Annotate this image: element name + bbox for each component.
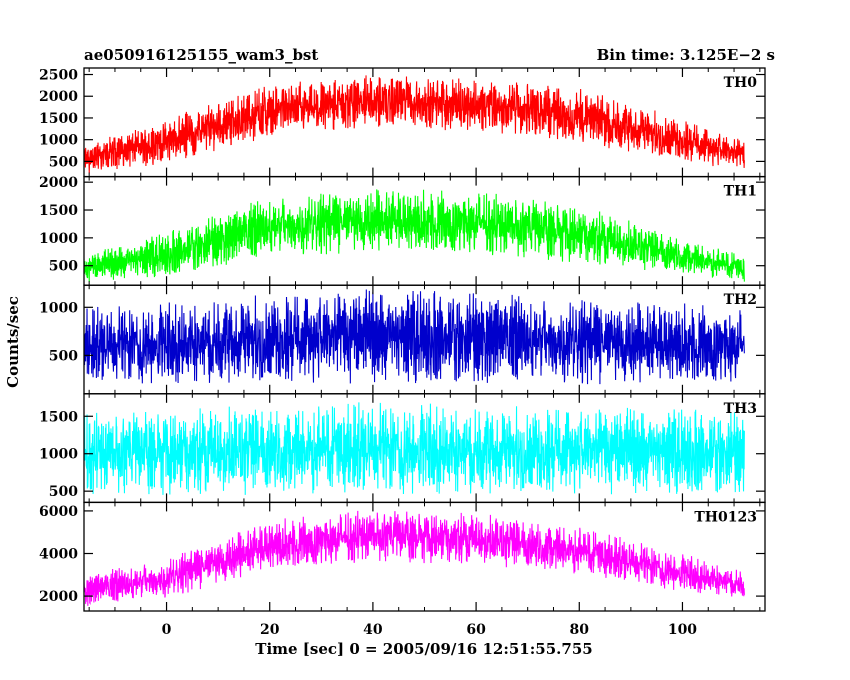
panel-th2: TH2 500 1000 [39, 284, 766, 395]
panel-th1: TH1 500 1000 1500 2000 [39, 175, 766, 286]
y-tick-label: 1500 [39, 111, 78, 127]
panel-label: TH1 [724, 184, 757, 200]
bin-time-label: Bin time: 3.125E−2 s [597, 46, 775, 64]
y-tick-label: 500 [49, 259, 78, 275]
panel-th0: TH0 500 1000 1500 2000 2500 [39, 67, 766, 178]
y-tick-label: 1000 [39, 447, 78, 463]
x-tick-label: 60 [466, 622, 486, 638]
y-tick-label: 1000 [39, 231, 78, 247]
panels-group: TH05001000150020002500TH1500100015002000… [39, 67, 766, 638]
panel-th3: TH3 500 1000 1500 [39, 393, 766, 504]
y-tick-label: 1000 [39, 300, 78, 316]
panel-label: TH0123 [694, 509, 757, 525]
series-th2 [84, 289, 745, 385]
panel-label: TH0 [724, 75, 758, 91]
x-tick-label: 0 [162, 622, 172, 638]
y-tick-label: 2000 [39, 89, 78, 105]
y-tick-label: 500 [49, 348, 78, 364]
panel-th0123: TH0123 2000 4000 6000 [39, 501, 766, 612]
x-axis-label: Time [sec] 0 = 2005/09/16 12:51:55.755 [255, 640, 592, 658]
y-tick-label: 500 [49, 154, 78, 170]
series-th0 [84, 75, 745, 174]
y-tick-label: 6000 [39, 504, 78, 520]
x-tick-label: 20 [260, 622, 280, 638]
x-tick-label: 100 [668, 622, 697, 638]
y-tick-label: 1500 [39, 203, 78, 219]
y-tick-label: 2000 [39, 589, 78, 605]
y-axis-label: Counts/sec [4, 296, 22, 388]
series-th1 [84, 189, 745, 282]
series-th0123 [84, 510, 745, 606]
panel-label: TH2 [724, 292, 757, 308]
y-tick-label: 500 [49, 484, 78, 500]
y-tick-label: 2500 [39, 68, 78, 84]
y-tick-label: 1500 [39, 409, 78, 425]
panel-label: TH3 [724, 401, 757, 417]
y-tick-label: 2000 [39, 175, 78, 191]
series-th3 [84, 402, 745, 495]
y-tick-label: 4000 [39, 547, 78, 563]
x-tick-label: 40 [363, 622, 383, 638]
chart-title: ae050916125155_wam3_bst [84, 46, 318, 64]
x-tick-label: 80 [570, 622, 590, 638]
y-tick-label: 1000 [39, 133, 78, 149]
